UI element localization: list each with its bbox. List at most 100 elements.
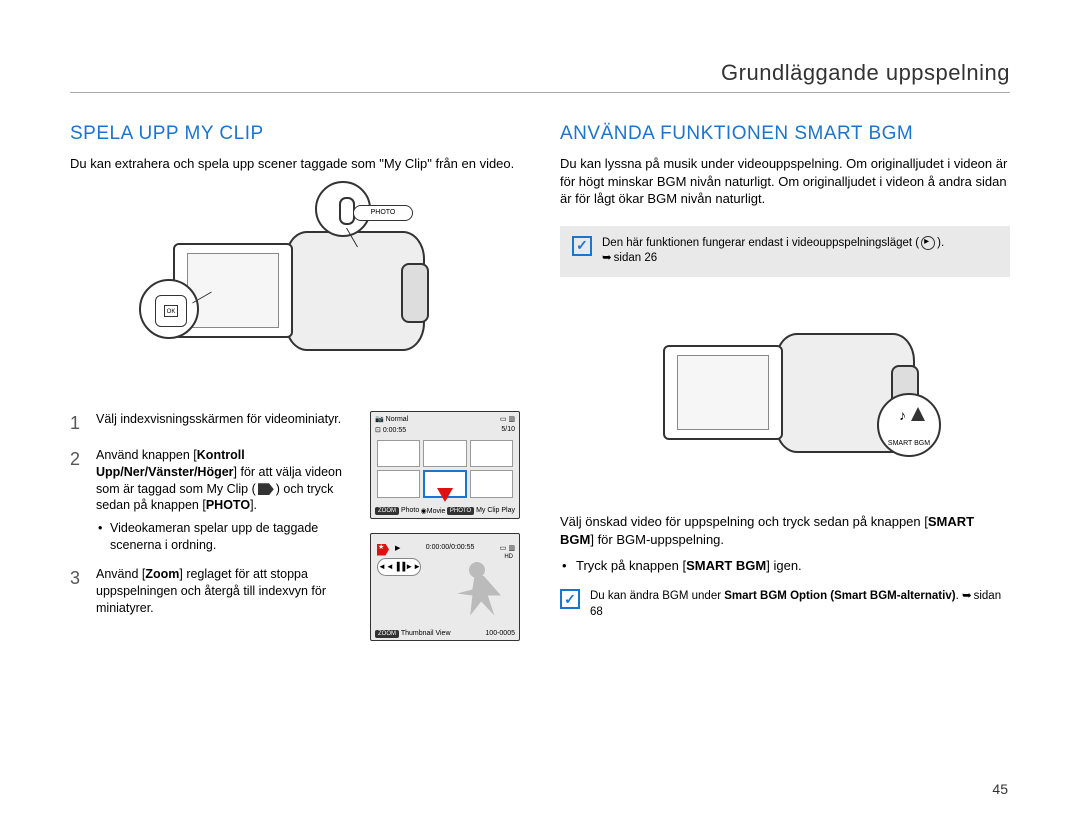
smart-bgm-icon bbox=[897, 405, 925, 433]
steps-row: 1 Välj indexvisningsskärmen för videomin… bbox=[70, 411, 520, 655]
note-text: Den här funktionen fungerar endast i vid… bbox=[602, 236, 944, 267]
text: Photo bbox=[401, 507, 419, 514]
camera-lcd bbox=[663, 345, 783, 440]
instruction-paragraph: Välj önskad video för uppspelning och tr… bbox=[560, 513, 1010, 549]
step-1: 1 Välj indexvisningsskärmen för videomin… bbox=[70, 411, 356, 435]
play-icon: ▶ bbox=[395, 544, 400, 552]
page-ref: sidan 26 bbox=[602, 252, 657, 264]
step-number: 3 bbox=[70, 566, 86, 617]
myclip-tag-icon bbox=[258, 483, 274, 495]
badge: ZOOM bbox=[375, 630, 399, 638]
file-id: 100-0005 bbox=[485, 630, 515, 637]
check-note-icon: ✓ bbox=[560, 589, 580, 609]
steps-text: 1 Välj indexvisningsskärmen för videomin… bbox=[70, 411, 356, 655]
text: Välj önskad video för uppspelning och tr… bbox=[560, 514, 928, 529]
note-box-2: ✓ Du kan ändra BGM under Smart BGM Optio… bbox=[560, 585, 1010, 624]
lcd-screenshots: 📷 Normal ▭ ▥ ⊡ 0:00:55 5/10 bbox=[370, 411, 520, 655]
count-label: 5/10 bbox=[501, 426, 515, 434]
section-title-myclip: SPELA UPP MY CLIP bbox=[70, 123, 520, 145]
text: My Clip Play bbox=[476, 507, 515, 514]
text: Tryck på knappen [ bbox=[576, 558, 686, 573]
page-number: 45 bbox=[992, 781, 1008, 797]
text: 0:00:55 bbox=[383, 427, 406, 434]
zoom-thumb-label: ZOOM Thumbnail View bbox=[375, 630, 451, 637]
camera-lcd-inner bbox=[187, 253, 279, 328]
bold-text: PHOTO bbox=[206, 498, 250, 512]
time-label: ⊡ 0:00:55 bbox=[375, 426, 406, 434]
instruction-bullet: Tryck på knappen [SMART BGM] igen. bbox=[560, 557, 1010, 575]
playback-mode-icon bbox=[921, 236, 935, 250]
ok-label: OK bbox=[164, 305, 178, 317]
text: . bbox=[956, 590, 962, 602]
thumb-cell bbox=[377, 440, 420, 468]
thumb-cell bbox=[377, 470, 420, 498]
photo-button-label: PHOTO bbox=[353, 205, 413, 221]
camera-illustration-left: PHOTO OK bbox=[145, 191, 445, 391]
camera-body bbox=[285, 231, 425, 351]
text: ). bbox=[937, 237, 944, 249]
lcd-thumbnail-grid: 📷 Normal ▭ ▥ ⊡ 0:00:55 5/10 bbox=[370, 411, 520, 519]
thumbnail-grid bbox=[377, 440, 513, 498]
text: Du kan ändra BGM under bbox=[590, 590, 724, 602]
lcd-topbar: ▶ 0:00:00/0:00:55 ▭ ▥ bbox=[395, 544, 515, 552]
lcd-bottombar: ZOOM Thumbnail View 100-0005 bbox=[375, 630, 515, 637]
prev-icon: ◄◄ bbox=[378, 562, 394, 571]
step-body: Välj indexvisningsskärmen för videominia… bbox=[96, 411, 356, 435]
bold-text: Zoom bbox=[145, 567, 179, 581]
battery-icon: ▭ ▥ bbox=[500, 544, 515, 552]
movie-label: ◉Movie bbox=[421, 507, 446, 515]
step-number: 1 bbox=[70, 411, 86, 435]
time-label: 0:00:00/0:00:55 bbox=[426, 544, 475, 552]
myclip-label: PHOTO My Clip Play bbox=[447, 507, 515, 514]
text: Thumbnail View bbox=[401, 630, 451, 637]
callout-smart-bgm: SMART BGM bbox=[877, 393, 941, 457]
lcd-bottombar: ZOOM Photo ◉Movie PHOTO My Clip Play bbox=[375, 507, 515, 515]
lcd-topbar: 📷 Normal ▭ ▥ bbox=[375, 415, 515, 423]
text: ] igen. bbox=[766, 558, 801, 573]
mode-label: 📷 Normal bbox=[375, 415, 408, 423]
thumb-cell-selected bbox=[423, 470, 466, 498]
text: Normal bbox=[386, 416, 409, 423]
two-column-layout: SPELA UPP MY CLIP Du kan extrahera och s… bbox=[70, 123, 1010, 655]
right-column: ANVÄNDA FUNKTIONEN SMART BGM Du kan lyss… bbox=[560, 123, 1010, 655]
lcd-row2: ⊡ 0:00:55 5/10 bbox=[375, 426, 515, 434]
thumb-cell bbox=[470, 440, 513, 468]
callout-dpad: OK bbox=[139, 279, 199, 339]
lcd-playback: ▶ 0:00:00/0:00:55 ▭ ▥ HD ◄◄ ▐▐ ►► ZOOM bbox=[370, 533, 520, 641]
step-sub-bullet: Videokameran spelar upp de taggade scene… bbox=[96, 520, 356, 554]
header-rule: Grundläggande uppspelning bbox=[70, 60, 1010, 93]
step-body: Använd knappen [Kontroll Upp/Ner/Vänster… bbox=[96, 447, 356, 554]
camera-illustration-right: SMART BGM bbox=[635, 293, 935, 493]
intro-text-right: Du kan lyssna på musik under videouppspe… bbox=[560, 155, 1010, 208]
text: Använd knappen [ bbox=[96, 448, 197, 462]
battery-icon: ▭ ▥ bbox=[500, 415, 515, 423]
thumb-cell bbox=[470, 470, 513, 498]
text: ]. bbox=[250, 498, 257, 512]
text: Den här funktionen fungerar endast i vid… bbox=[602, 237, 919, 249]
smart-bgm-label: SMART BGM bbox=[879, 440, 939, 447]
soccer-player-icon bbox=[449, 562, 509, 622]
cursor-icon bbox=[437, 488, 453, 502]
step-2: 2 Använd knappen [Kontroll Upp/Ner/Vänst… bbox=[70, 447, 356, 554]
left-column: SPELA UPP MY CLIP Du kan extrahera och s… bbox=[70, 123, 520, 655]
text: ] för BGM-uppspelning. bbox=[590, 532, 724, 547]
next-icon: ►► bbox=[405, 562, 421, 571]
playback-controls: ◄◄ ▐▐ ►► bbox=[377, 558, 421, 576]
page-header: Grundläggande uppspelning bbox=[70, 60, 1010, 92]
pause-icon: ▐▐ bbox=[394, 562, 405, 571]
badge: PHOTO bbox=[447, 507, 474, 515]
note-box-1: ✓ Den här funktionen fungerar endast i v… bbox=[560, 226, 1010, 277]
camera-lcd-inner bbox=[677, 355, 769, 430]
hd-icon: HD bbox=[504, 554, 513, 560]
check-note-icon: ✓ bbox=[572, 236, 592, 256]
step-number: 2 bbox=[70, 447, 86, 554]
manual-page: Grundläggande uppspelning SPELA UPP MY C… bbox=[0, 0, 1080, 825]
intro-text-left: Du kan extrahera och spela upp scener ta… bbox=[70, 155, 520, 173]
bold-text: SMART BGM bbox=[686, 558, 766, 573]
step-3: 3 Använd [Zoom] reglaget för att stoppa … bbox=[70, 566, 356, 617]
zoom-photo-label: ZOOM Photo bbox=[375, 507, 419, 514]
bold-text: Smart BGM Option (Smart BGM-alternativ) bbox=[724, 590, 955, 602]
badge: ZOOM bbox=[375, 507, 399, 515]
text: Movie bbox=[427, 508, 446, 515]
camera-lens bbox=[401, 263, 429, 323]
